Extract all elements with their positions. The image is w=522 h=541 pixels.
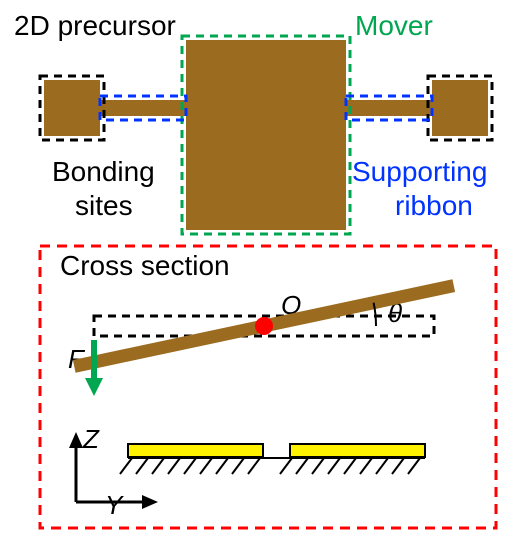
right-pad-fill xyxy=(432,80,488,136)
left-base xyxy=(128,444,263,457)
axis-z-arrowhead xyxy=(69,432,83,448)
label-cross-section: Cross section xyxy=(60,250,230,282)
label-O: O xyxy=(281,290,301,321)
right-ribbon-fill xyxy=(346,100,432,116)
axis-y-arrowhead xyxy=(142,495,158,509)
label-bonding-sites-l2: sites xyxy=(75,190,133,222)
cross-section-box xyxy=(40,246,496,528)
theta-arc xyxy=(374,303,376,326)
label-2d-precursor: 2D precursor xyxy=(14,10,176,42)
mover-outline xyxy=(182,36,350,234)
pivot-dot xyxy=(255,317,273,335)
diagram-root: 2D precursor Mover Bonding sites Support… xyxy=(0,0,522,541)
label-supporting-ribbon-l2: ribbon xyxy=(395,190,473,222)
label-Z: Z xyxy=(83,424,99,455)
label-supporting-ribbon-l1: Supporting xyxy=(352,156,487,188)
left-pad-outline xyxy=(40,76,104,140)
left-ribbon-fill xyxy=(100,100,186,116)
left-pad-fill xyxy=(44,80,100,136)
label-theta: θ xyxy=(388,298,402,329)
right-base xyxy=(290,444,425,457)
left-ribbon-outline xyxy=(100,96,186,120)
label-bonding-sites-l1: Bonding xyxy=(52,156,155,188)
label-F: F xyxy=(68,344,84,375)
label-mover: Mover xyxy=(355,10,433,42)
right-ribbon-outline xyxy=(346,96,432,120)
right-pad-outline xyxy=(428,76,492,140)
mover-fill xyxy=(186,40,346,230)
bar-original-outline xyxy=(94,316,434,336)
label-Y: Y xyxy=(105,490,122,521)
force-arrow-head xyxy=(85,378,103,396)
ground-hatch xyxy=(120,458,420,474)
